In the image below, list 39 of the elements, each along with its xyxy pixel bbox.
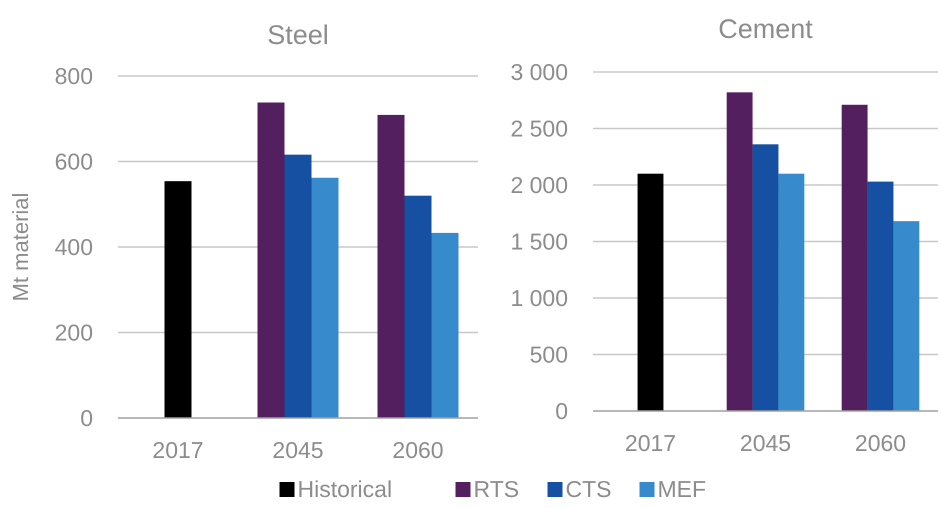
bar	[868, 182, 894, 411]
x-tick-label: 2017	[624, 430, 676, 456]
bar	[404, 196, 432, 418]
y-tick-label: 200	[54, 320, 93, 346]
y-tick-label: 0	[80, 405, 93, 432]
x-tick-label: 2017	[152, 437, 204, 463]
y-tick-label: 3 000	[510, 59, 568, 86]
bar	[842, 104, 868, 411]
bar	[312, 178, 338, 418]
legend-label: CTS	[566, 476, 612, 502]
y-tick-label: 400	[54, 234, 93, 260]
x-tick-label: 2045	[740, 430, 792, 456]
bar	[164, 181, 192, 418]
bar	[378, 114, 404, 418]
x-tick-label: 2060	[854, 430, 906, 456]
bar	[778, 174, 804, 411]
y-tick-label: 1 500	[510, 228, 568, 255]
legend-label: Historical	[298, 476, 392, 502]
chart-title: Steel	[267, 20, 329, 50]
chart-title: Cement	[718, 14, 814, 44]
legend-label: RTS	[474, 476, 520, 502]
y-tick-label: 2 500	[510, 116, 568, 142]
y-tick-label: 800	[54, 63, 93, 90]
legend-label: MEF	[658, 476, 706, 502]
bar	[752, 144, 778, 411]
y-tick-label: 2 000	[510, 172, 568, 198]
x-tick-label: 2060	[392, 437, 444, 463]
y-tick-label: 0	[555, 398, 568, 424]
bar	[726, 92, 753, 411]
y-tick-label: 500	[530, 342, 568, 368]
bar	[638, 174, 664, 411]
y-tick-label: 1 000	[510, 285, 568, 312]
bar	[284, 154, 312, 418]
bar	[893, 221, 920, 411]
y-axis-title: Mt material	[8, 192, 33, 302]
bar	[258, 102, 284, 418]
y-tick-label: 600	[54, 148, 93, 175]
bar	[432, 232, 458, 418]
x-tick-label: 2045	[272, 437, 324, 463]
